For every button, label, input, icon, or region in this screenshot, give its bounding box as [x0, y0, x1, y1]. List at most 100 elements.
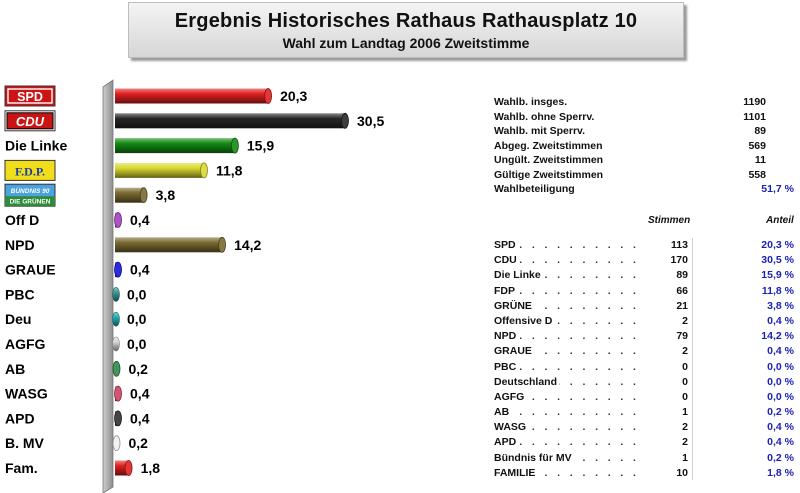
category-label-2: Die Linke — [5, 138, 67, 154]
result-row: . . . . . . . . . . . . . . . . . . . . … — [494, 420, 794, 436]
result-row: . . . . . . . . . . . . . . . . . . . . … — [494, 465, 794, 482]
result-party: Offensive D — [494, 313, 555, 330]
bar-2 — [115, 138, 235, 154]
bar-cap-13 — [114, 410, 122, 427]
bar-6 — [115, 237, 223, 253]
result-votes: 89 — [676, 269, 688, 282]
dot-leader: . . . . . . . . . . . . . . . . . . . . … — [494, 254, 644, 267]
value-label-3: 11,8 — [216, 162, 243, 178]
bar-cap-6 — [218, 236, 226, 253]
stat-value: 1190 — [743, 96, 766, 108]
value-label-8: 0,0 — [127, 286, 147, 302]
svg-text:BÜNDNIS 90: BÜNDNIS 90 — [11, 186, 50, 195]
value-label-7: 0,4 — [130, 262, 150, 278]
value-label-12: 0,4 — [130, 386, 150, 402]
result-party: FDP — [494, 283, 517, 299]
value-label-14: 0,2 — [129, 435, 149, 451]
result-row: . . . . . . . . . . . . . . . . . . . . … — [494, 298, 794, 314]
category-label-8: PBC — [5, 286, 35, 302]
votes-header: Stimmen — [648, 215, 691, 226]
stat-row: Abgeg. Zweitstimmen 569 — [494, 139, 794, 154]
result-party: Die Linke — [494, 268, 543, 284]
bar-cap-2 — [231, 137, 239, 154]
stat-label: Wahlb. ohne Sperrv. — [494, 110, 595, 123]
result-votes: 1 — [682, 451, 688, 464]
result-share: 0,0 % — [767, 375, 794, 388]
stat-label: Wahlbeteiligung — [494, 183, 575, 195]
dot-leader: . . . . . . . . . . . . . . . . . . . . … — [494, 390, 644, 403]
result-votes: 2 — [682, 421, 688, 434]
title-box: Ergebnis Historisches Rathaus Rathauspla… — [128, 2, 684, 58]
bar-10 — [112, 336, 120, 352]
bar-cap-1 — [341, 112, 349, 129]
bar-cap-15 — [124, 460, 133, 476]
result-share: 1,8 % — [767, 466, 794, 479]
result-row: . . . . . . . . . . . . . . . . . . . . … — [494, 435, 794, 451]
stat-label: Abgeg. Zweitstimmen — [494, 139, 603, 152]
category-label-4: BÜNDNIS 90 DIE GRÜNEN — [4, 183, 56, 207]
result-share: 0,4 % — [767, 421, 794, 434]
share-header: Anteil — [766, 215, 794, 226]
result-share: 11,8 % — [761, 284, 794, 297]
stat-label: Ungült. Zweitstimmen — [494, 154, 604, 166]
bar-4 — [115, 187, 144, 203]
result-party: Bündnis für MV — [494, 450, 574, 466]
stat-value: 569 — [748, 139, 766, 152]
result-party: GRÜNE — [494, 298, 534, 314]
result-votes: 1 — [682, 406, 688, 419]
bar-3 — [115, 162, 204, 178]
result-votes: 0 — [682, 390, 688, 403]
result-party: AGFG — [494, 389, 527, 406]
result-row: . . . . . . . . . . . . . . . . . . . . … — [494, 253, 794, 269]
results-table: . . . . . . . . . . . . . . . . . . . . … — [494, 238, 794, 482]
value-label-1: 30,5 — [357, 113, 384, 129]
chart-title: Ergebnis Historisches Rathaus Rathauspla… — [174, 10, 638, 32]
result-party: WASG — [494, 420, 529, 436]
bar-cap-3 — [200, 162, 208, 179]
result-party: PBC — [494, 359, 519, 375]
result-party: CDU — [494, 253, 519, 269]
result-row: . . . . . . . . . . . . . . . . . . . . … — [494, 389, 794, 406]
result-row: . . . . . . . . . . . . . . . . . . . . … — [494, 283, 794, 299]
bar-cap-0 — [264, 88, 272, 104]
result-share: 0,2 % — [767, 406, 794, 419]
value-label-5: 0,4 — [130, 212, 150, 228]
svg-text:F.D.P.: F.D.P. — [15, 164, 45, 178]
result-share: 0,2 % — [767, 451, 794, 464]
chart-subtitle: Wahl zum Landtag 2006 Zweitstimme — [282, 35, 530, 51]
dot-leader: . . . . . . . . . . . . . . . . . . . . … — [494, 330, 644, 343]
result-votes: 79 — [676, 330, 688, 343]
result-share: 14,2 % — [761, 330, 794, 343]
result-row: . . . . . . . . . . . . . . . . . . . . … — [494, 374, 794, 390]
stat-row: Ungült. Zweitstimmen 11 — [494, 153, 794, 168]
category-label-1: CDU — [4, 110, 56, 132]
stat-row: Gültige Zweitstimmen 558 — [494, 168, 794, 183]
result-party: APD — [494, 435, 519, 451]
stat-value: 1101 — [743, 110, 766, 123]
result-party: FAMILIE — [494, 465, 538, 482]
category-label-0: SPD — [4, 85, 56, 107]
result-party: AB — [494, 405, 512, 421]
result-votes: 170 — [670, 254, 688, 267]
value-label-0: 20,3 — [280, 88, 307, 104]
category-label-12: WASG — [5, 386, 48, 402]
stat-row: Wahlb. mit Sperrv. 89 — [494, 124, 794, 139]
bar-cap-7 — [114, 261, 122, 278]
dot-leader: . . . . . . . . . . . . . . . . . . . . … — [494, 421, 644, 434]
stat-value: 89 — [754, 125, 766, 137]
bar-8 — [112, 287, 120, 302]
result-votes: 66 — [676, 284, 688, 297]
result-row: . . . . . . . . . . . . . . . . . . . . … — [494, 268, 794, 284]
result-share: 0,4 % — [767, 345, 794, 358]
category-label-6: NPD — [5, 237, 35, 253]
dot-leader: . . . . . . . . . . . . . . . . . . . . … — [494, 284, 644, 297]
result-share: 0,4 % — [767, 436, 794, 449]
result-votes: 10 — [676, 466, 688, 479]
value-label-2: 15,9 — [247, 138, 274, 154]
stat-value: 51,7 % — [761, 183, 794, 195]
category-label-5: Off D — [5, 212, 39, 228]
result-party: Deutschland — [494, 374, 560, 390]
category-label-7: GRAUE — [5, 262, 56, 278]
dot-leader: . . . . . . . . . . . . . . . . . . . . … — [494, 406, 644, 419]
bar-9 — [112, 311, 120, 327]
